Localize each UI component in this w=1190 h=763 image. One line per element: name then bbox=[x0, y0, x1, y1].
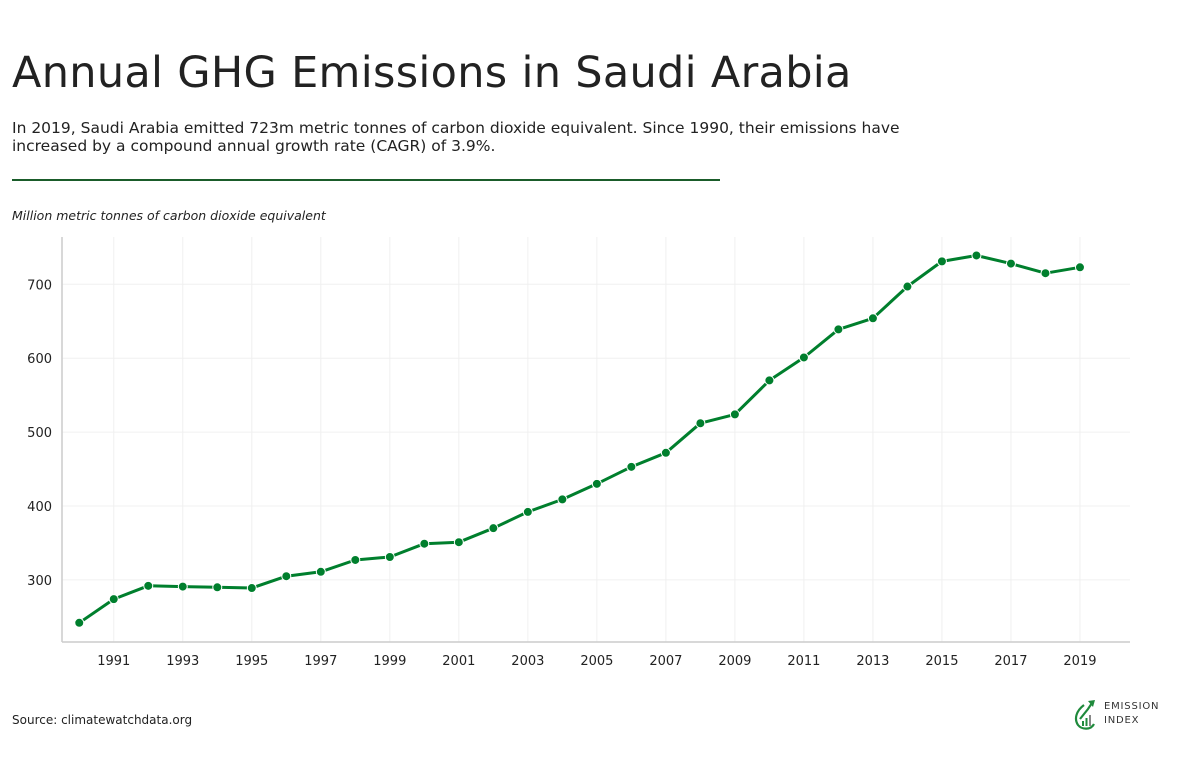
chart-title: Annual GHG Emissions in Saudi Arabia bbox=[12, 48, 852, 98]
chart-subtitle: In 2019, Saudi Arabia emitted 723m metri… bbox=[12, 119, 900, 155]
axes bbox=[61, 237, 1130, 643]
data-point-2016 bbox=[971, 250, 982, 261]
y-tick-label: 500 bbox=[27, 426, 52, 441]
data-point-1990 bbox=[74, 617, 85, 628]
y-tick-label: 300 bbox=[27, 574, 52, 589]
data-point-1991 bbox=[108, 594, 119, 605]
data-point-1996 bbox=[281, 571, 292, 582]
y-tick-label: 700 bbox=[27, 278, 52, 293]
x-tick-label: 2013 bbox=[856, 654, 889, 669]
data-point-2001 bbox=[453, 537, 464, 548]
data-point-1998 bbox=[350, 554, 361, 565]
data-point-2014 bbox=[902, 281, 913, 292]
data-point-2018 bbox=[1040, 268, 1051, 279]
line-chart: 300 400 500 600 700 1991 1993 1995 1997 1999 2001 2… bbox=[27, 237, 1130, 669]
data-point-2004 bbox=[557, 494, 568, 505]
data-point-1993 bbox=[177, 581, 188, 592]
data-point-2011 bbox=[798, 352, 809, 363]
data-point-2015 bbox=[936, 256, 947, 267]
logo-text-line2: INDEX bbox=[1104, 715, 1140, 726]
source-note: Source: climatewatchdata.org bbox=[12, 713, 193, 727]
x-tick-label: 1991 bbox=[97, 654, 130, 669]
series bbox=[74, 250, 1085, 628]
x-tick-label: 2001 bbox=[442, 654, 475, 669]
tick-labels: 300 400 500 600 700 1991 1993 1995 1997 1999 2001 2… bbox=[27, 278, 1096, 669]
data-point-1995 bbox=[246, 583, 257, 594]
x-tick-label: 2005 bbox=[580, 654, 613, 669]
data-point-1992 bbox=[143, 580, 154, 591]
data-point-2009 bbox=[729, 409, 740, 420]
data-point-2005 bbox=[591, 478, 602, 489]
x-tick-label: 2007 bbox=[649, 654, 682, 669]
data-point-2008 bbox=[695, 418, 706, 429]
data-point-1994 bbox=[212, 582, 223, 593]
title-divider bbox=[12, 179, 720, 181]
data-point-2006 bbox=[626, 461, 637, 472]
x-tick-label: 1999 bbox=[373, 654, 406, 669]
data-point-2002 bbox=[488, 523, 499, 534]
x-tick-label: 1993 bbox=[166, 654, 199, 669]
data-point-2003 bbox=[522, 506, 533, 517]
emission-index-logo-icon bbox=[1074, 700, 1095, 730]
grid bbox=[62, 237, 1130, 642]
y-axis-label: Million metric tonnes of carbon dioxide … bbox=[12, 208, 326, 223]
data-point-2012 bbox=[833, 324, 844, 335]
data-point-1999 bbox=[384, 552, 395, 563]
x-tick-label: 2011 bbox=[787, 654, 820, 669]
series-line bbox=[78, 254, 1081, 625]
data-point-2007 bbox=[660, 447, 671, 458]
logo-text-line1: EMISSION bbox=[1104, 701, 1160, 712]
y-tick-label: 400 bbox=[27, 500, 52, 515]
x-tick-label: 2003 bbox=[511, 654, 544, 669]
data-point-2010 bbox=[764, 375, 775, 386]
data-point-2017 bbox=[1005, 258, 1016, 269]
data-point-1997 bbox=[315, 566, 326, 577]
x-tick-label: 2009 bbox=[718, 654, 751, 669]
emission-index-logo: EMISSION INDEX bbox=[1074, 697, 1159, 731]
data-point-2000 bbox=[419, 538, 430, 549]
data-point-2013 bbox=[867, 313, 878, 324]
y-tick-label: 600 bbox=[27, 352, 52, 367]
x-tick-label: 1995 bbox=[235, 654, 268, 669]
x-tick-label: 2017 bbox=[994, 654, 1027, 669]
x-tick-label: 2015 bbox=[925, 654, 958, 669]
x-tick-label: 2019 bbox=[1063, 654, 1096, 669]
x-tick-label: 1997 bbox=[304, 654, 337, 669]
data-point-2019 bbox=[1074, 262, 1085, 273]
